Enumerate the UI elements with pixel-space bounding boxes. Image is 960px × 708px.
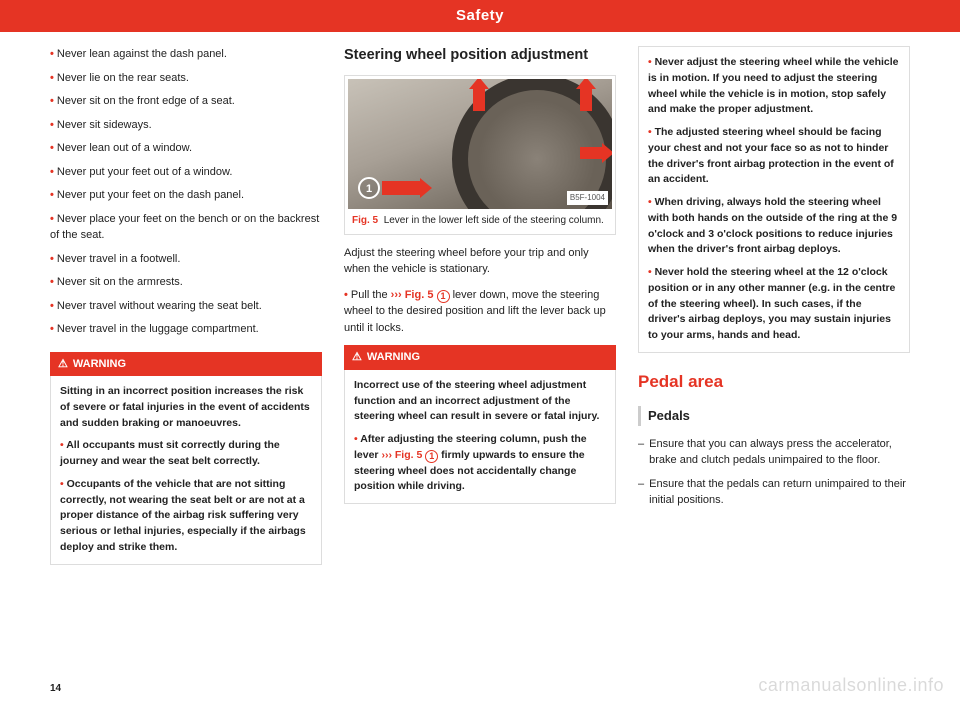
warning-point: Never adjust the steering wheel while th… xyxy=(648,55,900,118)
list-item: Never place your feet on the bench or on… xyxy=(50,211,322,244)
content-columns: Never lean against the dash panel. Never… xyxy=(0,32,960,565)
arrow-icon xyxy=(473,87,485,111)
manual-page: Safety Never lean against the dash panel… xyxy=(0,0,960,708)
list-item: Never put your feet out of a window. xyxy=(50,164,322,181)
lever-arrow-icon xyxy=(382,181,422,195)
arrow-icon xyxy=(580,147,604,159)
list-item: Never travel in the luggage compartment. xyxy=(50,321,322,338)
warning-triangle-icon: ⚠ xyxy=(58,356,68,373)
list-item: Never travel without wearing the seat be… xyxy=(50,298,322,315)
list-item: – Ensure that you can always press the a… xyxy=(638,436,910,469)
cross-ref: ››› Fig. 5 xyxy=(391,289,434,301)
warning-intro: Sitting in an incorrect position increas… xyxy=(60,384,312,431)
figure-caption-text: Lever in the lower left side of the stee… xyxy=(384,215,604,226)
callout-circle-inline: 1 xyxy=(437,290,450,303)
section-title-pedal-area: Pedal area xyxy=(638,369,910,395)
warning-box: Sitting in an incorrect position increas… xyxy=(50,376,322,565)
warning-label: ⚠ WARNING xyxy=(50,352,322,377)
page-number: 14 xyxy=(50,683,61,694)
list-item: Never sit on the armrests. xyxy=(50,274,322,291)
warning-label-text: WARNING xyxy=(367,349,420,366)
list-item-text: Ensure that the pedals can return unimpa… xyxy=(649,476,910,509)
warning-label-text: WARNING xyxy=(73,356,126,373)
warning-label: ⚠ WARNING xyxy=(344,345,616,370)
subsection-title-pedals: Pedals xyxy=(638,406,910,426)
list-item: Never lie on the rear seats. xyxy=(50,70,322,87)
image-code: B5F-1004 xyxy=(567,191,608,205)
dash-bullet-icon: – xyxy=(638,436,649,469)
column-middle: Steering wheel position adjustment 1 B5F… xyxy=(344,46,616,565)
figure-caption: Fig. 5 Lever in the lower left side of t… xyxy=(348,209,612,228)
figure-box: 1 B5F-1004 Fig. 5 Lever in the lower lef… xyxy=(344,75,616,235)
paragraph: Pull the ››› Fig. 5 1 lever down, move t… xyxy=(344,287,616,337)
list-item-text: Ensure that you can always press the acc… xyxy=(649,436,910,469)
list-item: Never put your feet on the dash panel. xyxy=(50,187,322,204)
figure-image-steering: 1 B5F-1004 xyxy=(348,79,612,209)
warning-box: Incorrect use of the steering wheel adju… xyxy=(344,370,616,504)
column-left: Never lean against the dash panel. Never… xyxy=(50,46,322,565)
list-item: Never lean against the dash panel. xyxy=(50,46,322,63)
warning-box-continued: Never adjust the steering wheel while th… xyxy=(638,46,910,353)
cross-ref: ››› Fig. 5 xyxy=(381,449,422,461)
list-item: Never lean out of a window. xyxy=(50,140,322,157)
warning-triangle-icon: ⚠ xyxy=(352,349,362,366)
warning-point: When driving, always hold the steering w… xyxy=(648,195,900,258)
column-right: Never adjust the steering wheel while th… xyxy=(638,46,910,565)
header-title: Safety xyxy=(456,7,504,24)
arrow-icon xyxy=(580,87,592,111)
page-header: Safety xyxy=(0,0,960,32)
warning-intro: Incorrect use of the steering wheel adju… xyxy=(354,378,606,425)
list-item: Never sit sideways. xyxy=(50,117,322,134)
callout-circle: 1 xyxy=(358,177,380,199)
list-item: – Ensure that the pedals can return unim… xyxy=(638,476,910,509)
dash-bullet-icon: – xyxy=(638,476,649,509)
warning-point: After adjusting the steering column, pus… xyxy=(354,432,606,495)
list-item: Never travel in a footwell. xyxy=(50,251,322,268)
warning-point: Occupants of the vehicle that are not si… xyxy=(60,477,312,556)
posture-bullets: Never lean against the dash panel. Never… xyxy=(50,46,322,338)
watermark-text: carmanualsonline.info xyxy=(758,675,944,696)
warning-point: The adjusted steering wheel should be fa… xyxy=(648,125,900,188)
body-text: Adjust the steering wheel before your tr… xyxy=(344,245,616,337)
warning-point: All occupants must sit correctly during … xyxy=(60,438,312,470)
callout-circle-inline: 1 xyxy=(425,450,438,463)
figure-ref: Fig. 5 xyxy=(352,215,378,226)
paragraph: Adjust the steering wheel before your tr… xyxy=(344,245,616,278)
list-item: Never sit on the front edge of a seat. xyxy=(50,93,322,110)
warning-point: Never hold the steering wheel at the 12 … xyxy=(648,265,900,344)
section-title-steering: Steering wheel position adjustment xyxy=(344,46,616,65)
